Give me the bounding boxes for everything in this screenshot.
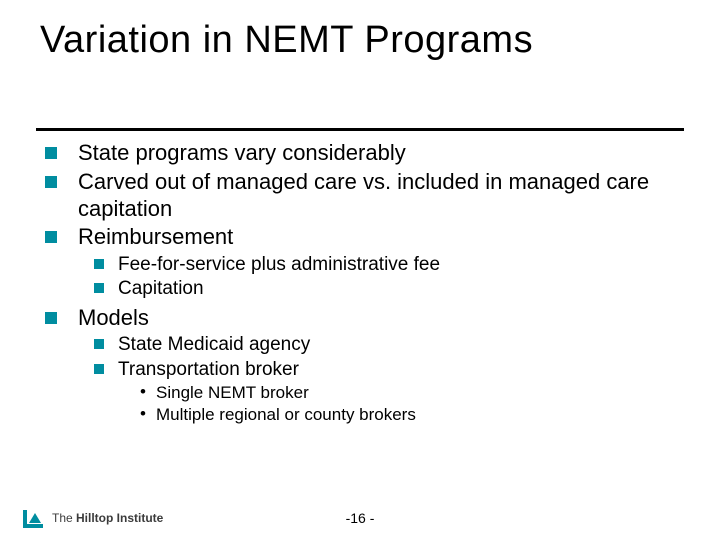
bullet-item: Single NEMT broker: [138, 383, 690, 404]
title-underline: [36, 128, 684, 131]
bullet-item: Capitation: [90, 277, 690, 300]
bullet-item: Transportation broker Single NEMT broker…: [90, 358, 690, 426]
bullet-item: State Medicaid agency: [90, 333, 690, 356]
bullet-text: Single NEMT broker: [156, 383, 309, 402]
bullet-text: State Medicaid agency: [118, 334, 310, 355]
bullet-text: Models: [78, 305, 149, 330]
slide: Variation in NEMT Programs State program…: [0, 0, 720, 540]
bullet-text: State programs vary considerably: [78, 140, 406, 165]
bullet-text: Fee-for-service plus administrative fee: [118, 254, 440, 275]
bullet-text: Carved out of managed care vs. included …: [78, 169, 649, 221]
bullet-item: Models State Medicaid agency Transportat…: [40, 305, 690, 426]
bullet-item: Reimbursement Fee-for-service plus admin…: [40, 224, 690, 300]
page-number: -16 -: [0, 510, 720, 526]
bullet-text: Multiple regional or county brokers: [156, 405, 416, 424]
bullet-text: Reimbursement: [78, 224, 233, 249]
slide-title: Variation in NEMT Programs: [0, 0, 720, 69]
bullet-text: Transportation broker: [118, 359, 299, 380]
bullet-item: Carved out of managed care vs. included …: [40, 169, 690, 223]
bullet-list-level2: Fee-for-service plus administrative fee …: [78, 253, 690, 300]
bullet-list-level1: State programs vary considerably Carved …: [40, 140, 690, 425]
slide-content: State programs vary considerably Carved …: [40, 140, 690, 429]
bullet-item: Fee-for-service plus administrative fee: [90, 253, 690, 276]
bullet-item: State programs vary considerably: [40, 140, 690, 167]
bullet-list-level3: Single NEMT broker Multiple regional or …: [118, 383, 690, 425]
bullet-list-level2: State Medicaid agency Transportation bro…: [78, 333, 690, 425]
bullet-item: Multiple regional or county brokers: [138, 405, 690, 426]
bullet-text: Capitation: [118, 278, 204, 299]
